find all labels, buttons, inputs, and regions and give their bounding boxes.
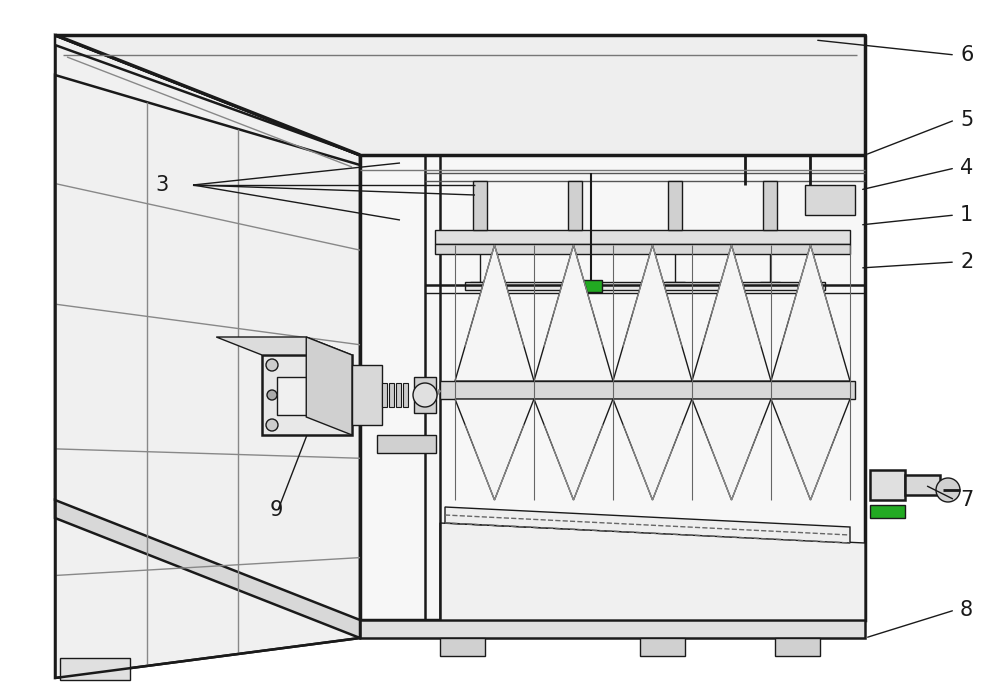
Circle shape (266, 359, 278, 371)
Polygon shape (403, 383, 408, 407)
Circle shape (266, 419, 278, 431)
Polygon shape (352, 365, 382, 425)
Polygon shape (277, 377, 337, 415)
Polygon shape (55, 35, 865, 155)
Polygon shape (445, 507, 850, 543)
Polygon shape (771, 399, 850, 500)
Polygon shape (216, 337, 352, 355)
Polygon shape (870, 470, 905, 500)
Polygon shape (55, 500, 360, 638)
Polygon shape (613, 245, 692, 381)
Text: 4: 4 (960, 158, 973, 178)
Polygon shape (568, 181, 582, 230)
Polygon shape (435, 230, 850, 244)
Text: 2: 2 (960, 252, 973, 272)
Polygon shape (60, 658, 130, 680)
Polygon shape (440, 523, 865, 620)
Text: 5: 5 (960, 110, 973, 130)
Polygon shape (55, 75, 360, 678)
Polygon shape (262, 355, 352, 435)
Polygon shape (440, 638, 485, 656)
Polygon shape (580, 280, 602, 292)
Polygon shape (534, 245, 613, 381)
Polygon shape (377, 435, 436, 453)
Polygon shape (473, 181, 487, 230)
Polygon shape (771, 245, 850, 381)
Polygon shape (414, 377, 436, 413)
Polygon shape (440, 381, 855, 399)
Text: 1: 1 (960, 205, 973, 225)
Polygon shape (640, 638, 685, 656)
Polygon shape (55, 35, 865, 155)
Polygon shape (905, 475, 940, 495)
Polygon shape (360, 620, 865, 638)
Polygon shape (775, 638, 820, 656)
Text: 3: 3 (155, 175, 168, 195)
Text: 7: 7 (960, 490, 973, 510)
Polygon shape (668, 181, 682, 230)
Text: 6: 6 (960, 45, 973, 65)
Circle shape (413, 383, 437, 407)
Polygon shape (465, 282, 825, 290)
Circle shape (267, 390, 277, 400)
Polygon shape (435, 244, 850, 254)
Polygon shape (805, 185, 855, 215)
Text: 9: 9 (270, 500, 283, 520)
Polygon shape (382, 383, 387, 407)
Polygon shape (55, 35, 360, 620)
Polygon shape (613, 399, 692, 500)
Polygon shape (306, 337, 352, 435)
Polygon shape (396, 383, 401, 407)
Circle shape (936, 478, 960, 502)
Polygon shape (455, 399, 534, 500)
Polygon shape (534, 399, 613, 500)
Polygon shape (455, 245, 534, 381)
Polygon shape (389, 383, 394, 407)
Polygon shape (870, 505, 905, 518)
Polygon shape (360, 155, 865, 620)
Polygon shape (692, 245, 771, 381)
Polygon shape (692, 399, 771, 500)
Polygon shape (763, 181, 777, 230)
Text: 8: 8 (960, 600, 973, 620)
